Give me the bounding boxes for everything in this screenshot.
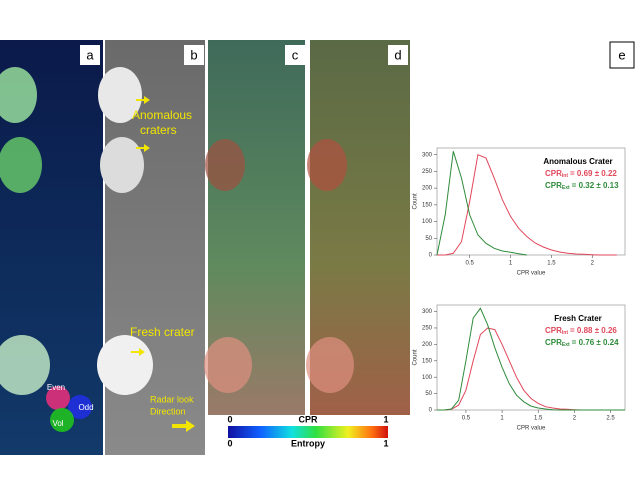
annotation: Radar look xyxy=(150,394,194,404)
panel-label: b xyxy=(190,47,197,62)
x-tick-label: 2 xyxy=(591,261,595,267)
label-box xyxy=(184,45,204,65)
crater xyxy=(98,67,142,123)
colorbar-tick-label: 1 xyxy=(383,438,388,448)
wheel-label: Odd xyxy=(78,403,93,412)
wheel-label: Even xyxy=(47,383,65,392)
crater xyxy=(204,337,252,393)
series-line xyxy=(437,154,617,256)
y-tick-label: 200 xyxy=(422,186,433,192)
y-tick-label: 50 xyxy=(425,391,432,397)
legend-entry: CPRExt = 0.76 ± 0.24 xyxy=(545,338,619,348)
crater xyxy=(100,137,144,193)
colorbar-tick-label: 1 xyxy=(383,414,388,424)
y-tick-label: 50 xyxy=(425,236,432,242)
x-tick-label: 1.5 xyxy=(547,261,556,267)
legend-entry: CPRInt = 0.88 ± 0.26 xyxy=(545,326,617,336)
legend-name: CPR xyxy=(545,169,562,178)
legend-subscript: Ext xyxy=(562,185,570,191)
x-tick-label: 1 xyxy=(509,261,513,267)
y-tick-label: 100 xyxy=(422,219,433,225)
y-tick-label: 0 xyxy=(429,408,433,414)
arrow xyxy=(172,420,195,432)
legend-stat: = 0.32 ± 0.13 xyxy=(572,181,619,190)
chart-title: Fresh Crater xyxy=(554,314,602,323)
y-tick-label: 150 xyxy=(422,358,433,364)
arrow xyxy=(136,96,150,104)
x-axis-label: CPR value xyxy=(517,426,546,432)
arrow xyxy=(131,348,145,356)
panel-label: e xyxy=(618,47,625,62)
plot-frame xyxy=(436,304,626,411)
x-tick-label: 1 xyxy=(500,416,504,422)
x-axis-label: CPR value xyxy=(517,271,546,277)
crater xyxy=(307,139,347,191)
label-box xyxy=(609,41,635,69)
crater xyxy=(306,337,354,393)
x-tick-label: 2.5 xyxy=(606,416,615,422)
chart-title: Anomalous Crater xyxy=(543,157,612,166)
x-tick-label: 0.5 xyxy=(466,261,475,267)
legend-subscript: Int xyxy=(562,173,568,179)
colorbar xyxy=(228,426,388,438)
y-axis-label: Count xyxy=(413,349,419,365)
colorbar-tick-label: 0 xyxy=(227,438,232,448)
crater xyxy=(0,335,50,395)
x-tick-label: 1.5 xyxy=(534,416,543,422)
legend-subscript: Ext xyxy=(562,342,570,348)
color-wheel xyxy=(50,408,74,432)
y-axis-label: Count xyxy=(413,193,419,209)
y-tick-label: 0 xyxy=(429,253,433,259)
colorbar-title: CPR xyxy=(298,414,318,424)
label-box xyxy=(80,45,100,65)
legend-name: CPR xyxy=(545,326,562,335)
annotation: Anomalous xyxy=(132,108,192,122)
annotation: Fresh crater xyxy=(130,325,195,339)
image-panels: a b c d e Anomalous craters Fresh crater… xyxy=(0,40,635,455)
legend-name: CPR xyxy=(545,181,562,190)
legend-subscript: Int xyxy=(562,330,568,336)
y-tick-label: 150 xyxy=(422,202,433,208)
label-box xyxy=(388,45,408,65)
legend-entry: CPRInt = 0.69 ± 0.22 xyxy=(545,169,617,179)
legend-stat: = 0.69 ± 0.22 xyxy=(570,169,617,178)
x-tick-label: 2 xyxy=(573,416,577,422)
legend-stat: = 0.76 ± 0.24 xyxy=(572,338,619,347)
annotation: Direction xyxy=(150,406,186,416)
plot-frame xyxy=(436,147,626,256)
colorbar-title: Entropy xyxy=(291,438,325,448)
y-tick-label: 300 xyxy=(422,152,433,158)
series-line xyxy=(436,151,527,256)
legend-stat: = 0.88 ± 0.26 xyxy=(570,326,617,335)
colorbar-tick-label: 0 xyxy=(227,414,232,424)
legend-name: CPR xyxy=(545,338,562,347)
wheel-label: Vol xyxy=(52,419,63,428)
crater xyxy=(0,137,42,193)
arrow xyxy=(136,144,150,152)
y-tick-label: 250 xyxy=(422,326,433,332)
color-wheel xyxy=(46,386,70,410)
panel-label: a xyxy=(86,47,94,62)
y-tick-label: 300 xyxy=(422,309,433,315)
panel-label: d xyxy=(394,47,401,62)
y-tick-label: 200 xyxy=(422,342,433,348)
x-tick-label: 0.5 xyxy=(462,416,471,422)
crater xyxy=(205,139,245,191)
color-wheel xyxy=(68,395,92,419)
colorbars: CPR 0 1 Entropy 0 1 xyxy=(227,414,388,448)
crater xyxy=(97,335,153,395)
series-line xyxy=(437,307,625,411)
label-box xyxy=(285,45,305,65)
annotation: craters xyxy=(140,123,177,137)
legend-entry: CPRExt = 0.32 ± 0.13 xyxy=(545,181,619,191)
y-tick-label: 100 xyxy=(422,375,433,381)
panel-label: c xyxy=(292,47,299,62)
y-tick-label: 250 xyxy=(422,169,433,175)
crater xyxy=(0,67,37,123)
